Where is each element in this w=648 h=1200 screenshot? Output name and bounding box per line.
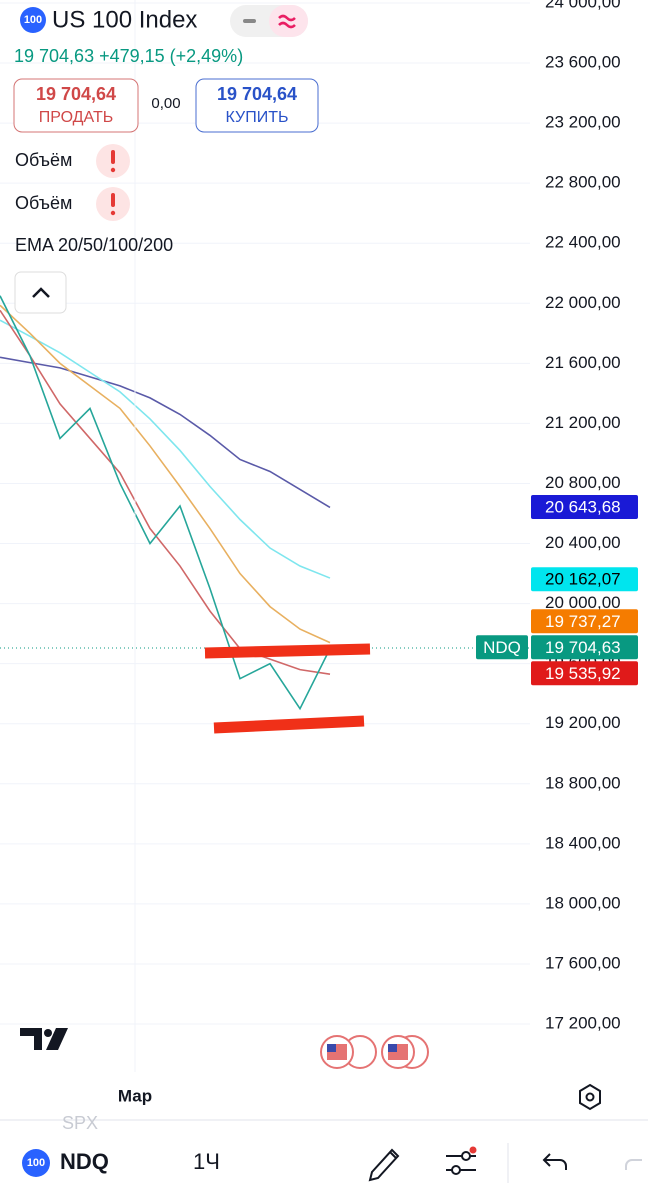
series-line	[0, 356, 331, 509]
ghost-symbol: SPX	[62, 1113, 98, 1133]
warning-dot	[110, 210, 116, 216]
symbol-badge-icon	[20, 7, 46, 33]
undo-icon[interactable]	[542, 1153, 567, 1170]
y-tick-label: 19 200,00	[545, 713, 621, 732]
indicator-label[interactable]: EMA 20/50/100/200	[15, 235, 173, 255]
symbol-badge: 100	[27, 1157, 45, 1169]
series-line	[0, 319, 331, 579]
series-line	[0, 304, 331, 644]
flag-canton	[388, 1044, 397, 1052]
symbol-tag	[476, 635, 528, 660]
indicators-icon[interactable]	[446, 1155, 476, 1171]
buy-label: КУПИТЬ	[226, 109, 289, 126]
spread: 0,00	[151, 95, 180, 112]
price-tag	[531, 661, 638, 686]
toolbar-symbol[interactable]: NDQ	[60, 1149, 109, 1174]
sell-price: 19 704,64	[36, 84, 116, 104]
y-tick-label: 18 800,00	[545, 773, 621, 792]
sell-label: ПРОДАТЬ	[39, 109, 113, 126]
logo	[20, 1028, 68, 1050]
y-tick-label: 21 200,00	[545, 413, 621, 432]
symbol-tag-label: NDQ	[483, 638, 521, 657]
buy-button[interactable]	[195, 78, 319, 133]
toolbar-interval[interactable]: 1Ч	[193, 1149, 220, 1174]
y-tick-label: 17 200,00	[545, 1013, 621, 1032]
symbol-badge: 100	[24, 14, 42, 26]
price-tag-label: 19 535,92	[545, 664, 621, 683]
slider-knob	[451, 1165, 461, 1175]
toggle-dash-icon	[243, 19, 256, 23]
indicator-label[interactable]: Объём	[15, 193, 72, 213]
settings-icon[interactable]	[579, 1083, 601, 1111]
series-line	[0, 309, 331, 675]
resistance-line	[204, 643, 371, 659]
slider-knob	[461, 1151, 471, 1161]
price-tag-label: 20 162,07	[545, 570, 621, 589]
y-tick-label: 17 600,00	[545, 953, 621, 972]
y-tick-label: 20 400,00	[545, 533, 621, 552]
notification-dot	[469, 1146, 477, 1154]
warning-bar	[111, 150, 115, 164]
logo-dot	[44, 1029, 52, 1037]
flag-canton	[327, 1044, 336, 1052]
symbol-badge-icon	[22, 1149, 50, 1177]
indicator-label[interactable]: Объём	[15, 150, 72, 170]
redo-icon[interactable]	[625, 1159, 642, 1170]
x-axis-label: Мар	[118, 1086, 152, 1105]
support-line	[213, 715, 365, 734]
y-tick-label: 23 600,00	[545, 53, 621, 72]
sell-button[interactable]	[13, 78, 139, 133]
y-tick-label: 22 000,00	[545, 293, 621, 312]
y-tick-label: 18 000,00	[545, 893, 621, 912]
symbol-title[interactable]: US 100 Index	[52, 6, 197, 33]
caret-icon	[32, 287, 50, 298]
y-tick-label: 20 000,00	[545, 593, 621, 612]
price-tag-label: 19 737,27	[545, 612, 621, 631]
warning-bar	[111, 193, 115, 207]
draw-icon[interactable]	[368, 1148, 400, 1182]
y-tick-label: 20 800,00	[545, 473, 621, 492]
toggle-active	[269, 5, 308, 37]
price-tag	[531, 635, 638, 660]
price-tag	[531, 567, 638, 592]
y-tick-label: 21 600,00	[545, 353, 621, 372]
price-tag-label: 19 704,63	[545, 638, 621, 657]
price-tag	[531, 609, 638, 634]
y-tick-label: 18 400,00	[545, 833, 621, 852]
y-tick-label: 24 000,00	[545, 0, 621, 11]
event-flags[interactable]	[320, 1035, 429, 1069]
y-tick-label: 22 400,00	[545, 233, 621, 252]
warning-dot	[110, 167, 116, 173]
buy-price: 19 704,64	[217, 84, 297, 104]
series-line	[0, 295, 331, 711]
settings-dot	[585, 1092, 595, 1102]
quote: 19 704,63 +479,15 (+2,49%)	[14, 46, 243, 66]
y-tick-label: 23 200,00	[545, 113, 621, 132]
price-tag	[531, 494, 638, 519]
price-tag-label: 20 643,68	[545, 497, 621, 516]
collapse-button[interactable]	[14, 271, 67, 314]
chart: 24 000,00 23 600,00 23 200,00 22 800,00 22 4…	[0, 0, 638, 1032]
toggle-wave-icon	[278, 14, 296, 29]
y-tick-label: 22 800,00	[545, 173, 621, 192]
